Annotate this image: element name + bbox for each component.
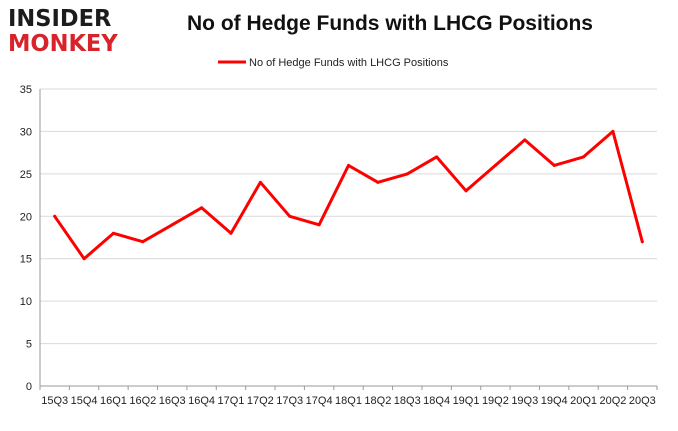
data-point-17Q4 bbox=[317, 223, 321, 227]
data-point-16Q4 bbox=[200, 206, 204, 210]
x-tick-label-16Q4: 16Q4 bbox=[188, 395, 215, 407]
data-point-16Q3 bbox=[170, 223, 174, 227]
data-point-18Q1 bbox=[347, 163, 350, 167]
x-tick-label-19Q4: 19Q4 bbox=[541, 395, 568, 407]
y-tick-label-35: 35 bbox=[20, 84, 32, 96]
x-tick-label-20Q1: 20Q1 bbox=[570, 395, 597, 407]
legend: No of Hedge Funds with LHCG Positions bbox=[218, 57, 449, 69]
x-tick-label-20Q3: 20Q3 bbox=[629, 395, 656, 407]
x-tick-label-16Q1: 16Q1 bbox=[100, 395, 127, 407]
x-tick-label-19Q2: 19Q2 bbox=[482, 395, 509, 407]
y-tick-label-15: 15 bbox=[20, 254, 32, 266]
y-axis-ticks: 0 5 10 15 20 25 30 35 bbox=[20, 84, 32, 393]
x-tick-label-15Q4: 15Q4 bbox=[71, 395, 98, 407]
y-tick-label-25: 25 bbox=[20, 169, 32, 181]
data-point-17Q2 bbox=[258, 180, 262, 184]
x-tick-label-18Q1: 18Q1 bbox=[335, 395, 362, 407]
data-point-17Q1 bbox=[229, 231, 233, 235]
y-tick-label-0: 0 bbox=[26, 381, 32, 393]
x-tick-label-20Q2: 20Q2 bbox=[599, 395, 626, 407]
data-point-15Q3 bbox=[53, 214, 57, 218]
y-tick-label-20: 20 bbox=[20, 211, 32, 223]
x-tick-label-15Q3: 15Q3 bbox=[41, 395, 68, 407]
data-point-16Q1 bbox=[111, 231, 115, 235]
insider-monkey-logo: INSIDER MONKEY bbox=[8, 6, 128, 57]
data-point-18Q2 bbox=[376, 180, 380, 184]
x-tick-label-16Q3: 16Q3 bbox=[159, 395, 186, 407]
data-point-18Q3 bbox=[405, 172, 409, 176]
data-point-19Q2 bbox=[493, 163, 497, 167]
data-point-19Q4 bbox=[552, 163, 556, 167]
series-group bbox=[53, 129, 644, 261]
x-tick-label-19Q3: 19Q3 bbox=[511, 395, 538, 407]
chart-title: No of Hedge Funds with LHCG Positions bbox=[187, 12, 593, 35]
x-tick-label-18Q2: 18Q2 bbox=[364, 395, 391, 407]
data-point-15Q4 bbox=[82, 257, 86, 261]
x-tick-label-18Q3: 18Q3 bbox=[394, 395, 421, 407]
x-axis-ticks: 15Q3 15Q4 16Q1 16Q2 16Q3 16Q4 17Q1 17Q2 17Q3 17Q4… bbox=[39, 386, 658, 407]
x-tick-label-17Q1: 17Q1 bbox=[218, 395, 245, 407]
data-point-20Q1 bbox=[582, 155, 586, 159]
x-tick-label-16Q2: 16Q2 bbox=[129, 395, 156, 407]
data-point-19Q3 bbox=[523, 138, 527, 142]
x-tick-label-17Q4: 17Q4 bbox=[306, 395, 333, 407]
y-tick-label-30: 30 bbox=[20, 126, 32, 138]
x-tick-label-17Q3: 17Q3 bbox=[276, 395, 303, 407]
logo-line-insider: INSIDER bbox=[8, 6, 112, 32]
data-point-20Q2 bbox=[611, 129, 615, 133]
x-tick-label-17Q2: 17Q2 bbox=[247, 395, 274, 407]
grid-lines bbox=[40, 88, 657, 345]
series-line-0 bbox=[53, 129, 644, 261]
y-tick-label-5: 5 bbox=[26, 339, 32, 351]
data-point-19Q1 bbox=[464, 189, 468, 193]
data-point-18Q4 bbox=[435, 155, 439, 159]
data-point-17Q3 bbox=[288, 214, 292, 218]
logo-line-monkey: MONKEY bbox=[8, 31, 118, 57]
data-point-20Q3 bbox=[640, 240, 644, 244]
data-point-16Q2 bbox=[141, 240, 145, 244]
x-tick-label-19Q1: 19Q1 bbox=[453, 395, 480, 407]
axes bbox=[39, 89, 657, 387]
y-tick-label-10: 10 bbox=[20, 296, 32, 308]
legend-label: No of Hedge Funds with LHCG Positions bbox=[249, 57, 449, 69]
x-tick-label-18Q4: 18Q4 bbox=[423, 395, 450, 407]
